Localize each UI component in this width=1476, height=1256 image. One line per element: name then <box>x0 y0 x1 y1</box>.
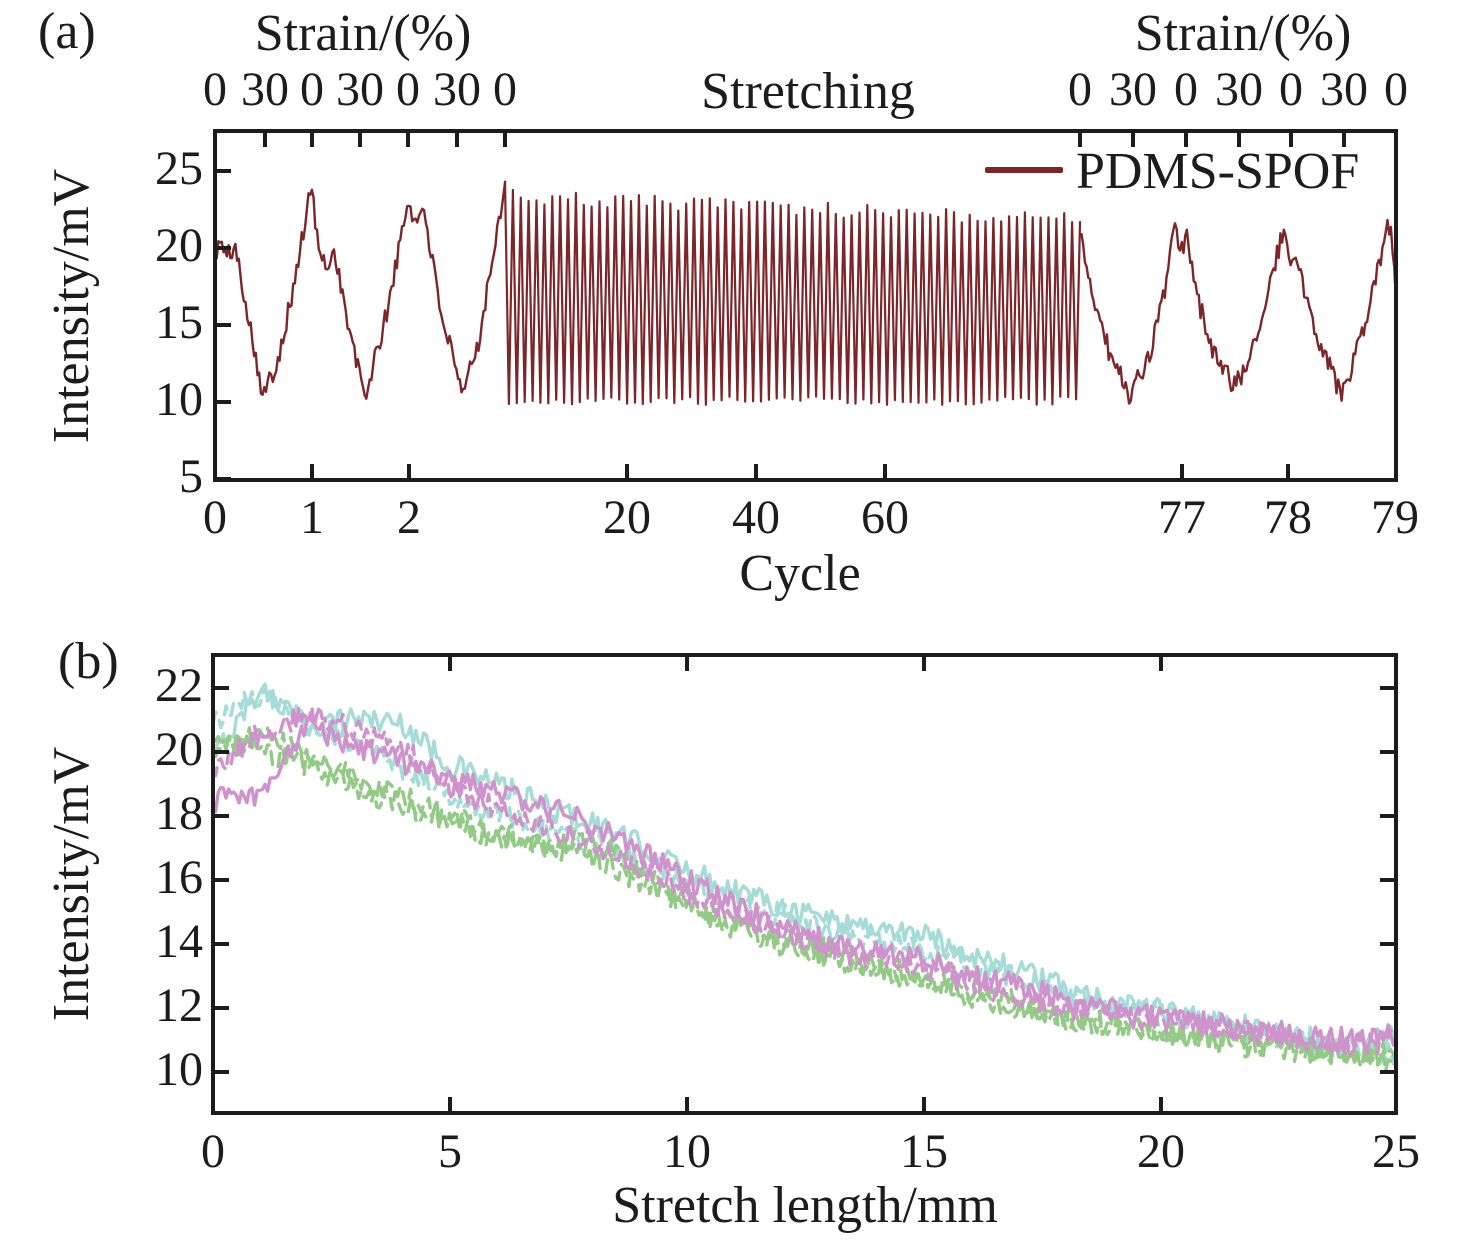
b-y-tick-label: 12 <box>155 979 203 1032</box>
legend-label: PDMS-SPOF <box>1076 143 1360 200</box>
b-x-tick-label: 10 <box>663 1125 711 1178</box>
a-x-tick-label: 79 <box>1371 491 1419 544</box>
trace-green-dashed-2 <box>215 726 1394 1069</box>
a-strain-label-right: 0 <box>1174 63 1198 116</box>
b-y-tick-label: 20 <box>155 723 203 776</box>
a-strain-label-left: 30 <box>241 63 289 116</box>
a-strain-label-right: 30 <box>1320 63 1368 116</box>
x-axis-title-a: Cycle <box>739 545 861 602</box>
a-strain-label-left: 0 <box>203 63 227 116</box>
a-x-tick-label: 0 <box>203 491 227 544</box>
a-x-tick-label: 20 <box>603 491 651 544</box>
a-y-tick-label: 25 <box>155 142 203 195</box>
b-x-tick-label: 25 <box>1372 1125 1420 1178</box>
a-x-tick-label: 60 <box>861 491 909 544</box>
b-y-tick-label: 16 <box>155 851 203 904</box>
panel-a-series-group <box>217 180 1394 406</box>
a-strain-label-right: 0 <box>1384 63 1408 116</box>
pdms-spof-trace-left <box>217 180 507 400</box>
b-y-tick-label: 18 <box>155 787 203 840</box>
trace-green-dashed-1 <box>215 734 1394 1073</box>
a-strain-label-left: 0 <box>300 63 324 116</box>
legend-line-sample <box>985 167 1063 173</box>
a-y-tick-label: 10 <box>155 373 203 426</box>
a-strain-label-left: 0 <box>396 63 420 116</box>
x-axis-title-b: Stretch length/mm <box>612 1177 998 1234</box>
b-x-tick-label: 5 <box>438 1125 462 1178</box>
a-strain-label-left: 30 <box>336 63 384 116</box>
a-x-tick-label: 2 <box>397 491 421 544</box>
a-strain-label-right: 30 <box>1109 63 1157 116</box>
b-y-tick-label: 14 <box>155 915 203 968</box>
strain-axis-title-right: Strain/(%) <box>1134 5 1352 62</box>
b-x-tick-label: 0 <box>201 1125 225 1178</box>
b-y-tick-label: 22 <box>155 659 203 712</box>
a-x-tick-label: 77 <box>1158 491 1206 544</box>
panel-a-label: (a) <box>38 3 96 60</box>
panel-a-frame <box>213 129 1398 482</box>
a-x-tick-label: 78 <box>1264 491 1312 544</box>
trace-magenta-dashed <box>215 704 1394 1059</box>
stretching-annotation: Stretching <box>701 63 915 120</box>
strain-axis-title-left: Strain/(%) <box>254 5 472 62</box>
b-x-tick-label: 20 <box>1137 1125 1185 1178</box>
panel-b-label: (b) <box>58 633 119 690</box>
trace-cyan-dashed <box>215 683 1394 1067</box>
panel-b-frame <box>211 653 1398 1115</box>
a-strain-label-right: 0 <box>1279 63 1303 116</box>
b-y-tick-label: 10 <box>155 1043 203 1096</box>
a-x-tick-label: 1 <box>300 491 324 544</box>
pdms-spof-trace-dense <box>503 180 1082 406</box>
a-y-tick-label: 15 <box>155 296 203 349</box>
a-strain-label-right: 0 <box>1068 63 1092 116</box>
pdms-spof-trace-right <box>1078 218 1394 405</box>
a-y-tick-label: 20 <box>155 219 203 272</box>
a-strain-label-right: 30 <box>1215 63 1263 116</box>
a-x-tick-label: 40 <box>732 491 780 544</box>
a-y-tick-label: 5 <box>179 450 203 503</box>
b-x-tick-label: 15 <box>900 1125 948 1178</box>
a-strain-label-left: 0 <box>493 63 517 116</box>
panel-b-series-group <box>215 682 1394 1073</box>
a-strain-label-left: 30 <box>433 63 481 116</box>
